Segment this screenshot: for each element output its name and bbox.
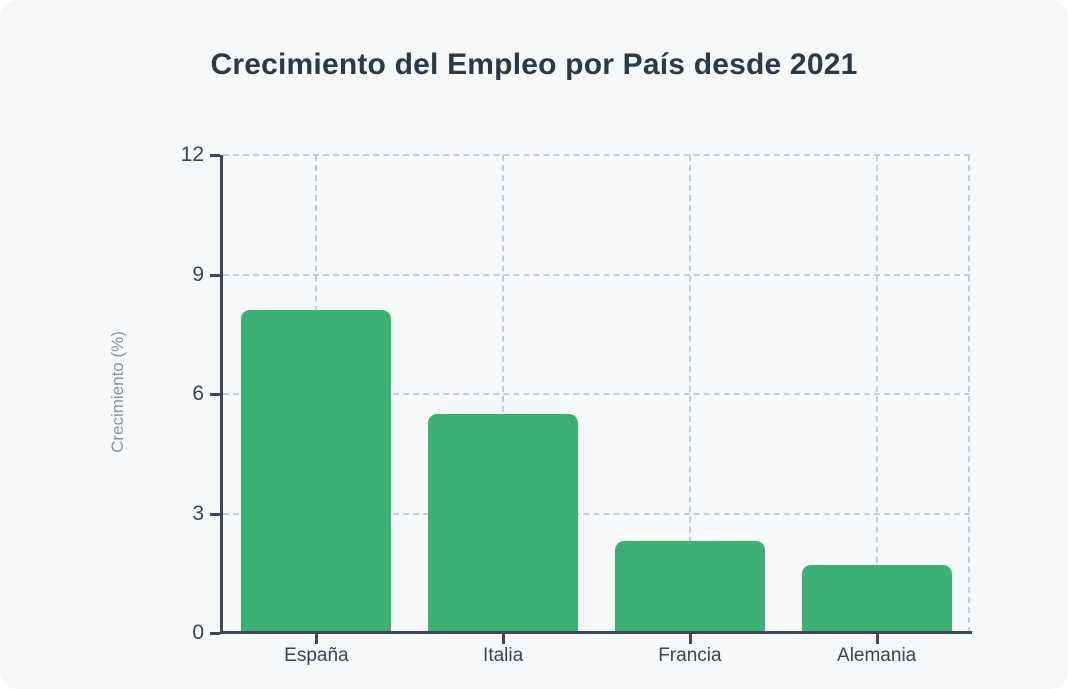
x-tick-label-alemania: Alemania: [837, 645, 917, 666]
gridline-horizontal-6: [223, 393, 970, 395]
chart-title: Crecimiento del Empleo por País desde 20…: [210, 48, 858, 81]
x-tick-label-españa: España: [284, 645, 349, 666]
gridline-horizontal-9: [223, 273, 970, 276]
y-tickmark-9: [210, 273, 220, 277]
x-axis-line: [220, 631, 972, 634]
gridline-vertical-3: [875, 155, 878, 633]
x-tickmark-francia: [688, 634, 692, 644]
x-tick-label-francia: Francia: [658, 645, 722, 666]
y-tickmark-12: [210, 154, 220, 157]
x-tickmark-españa: [315, 634, 319, 644]
gridline-horizontal-3: [223, 512, 970, 515]
y-tick-label-9: 9: [192, 262, 204, 286]
gridline-vertical-2: [688, 155, 691, 633]
bar-francia: [614, 541, 765, 633]
x-tickmark-italia: [502, 634, 506, 644]
gridline-vertical-right-edge: [968, 155, 970, 633]
y-tick-label-3: 3: [192, 501, 204, 525]
y-tickmark-3: [210, 512, 220, 516]
bar-españa: [241, 310, 392, 633]
y-tick-label-0: 0: [192, 621, 204, 644]
y-axis-line: [220, 155, 223, 633]
gridline-horizontal-12: [223, 154, 970, 156]
y-tick-label-6: 6: [192, 382, 204, 405]
gridline-vertical-1: [502, 155, 505, 633]
x-tick-label-italia: Italia: [483, 645, 524, 666]
bar-italia: [428, 413, 579, 633]
bar-alemania: [801, 565, 952, 633]
y-tick-label-12: 12: [180, 143, 204, 166]
y-tickmark-6: [210, 393, 220, 396]
plot-area: [223, 154, 970, 633]
x-tickmark-alemania: [875, 634, 879, 644]
y-tickmark-0: [210, 632, 220, 635]
